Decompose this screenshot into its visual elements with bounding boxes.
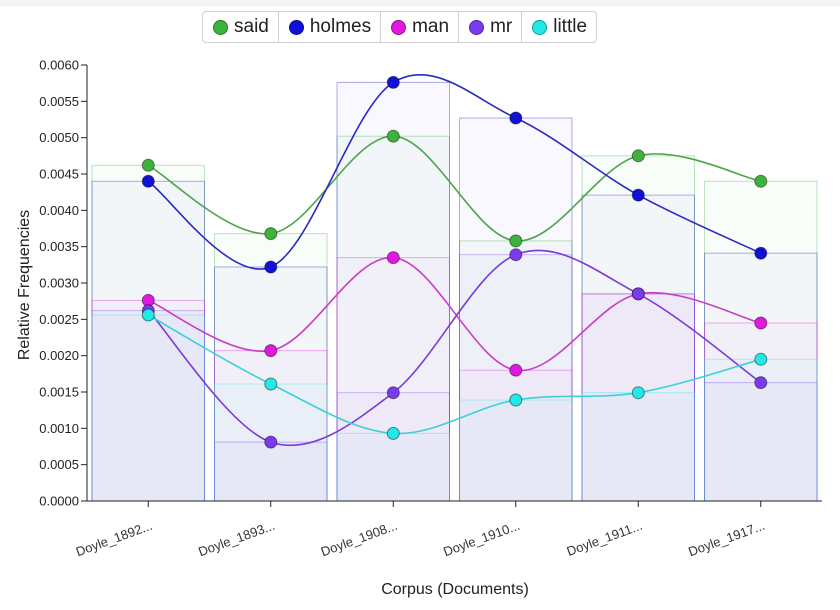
series-line-mr [147, 249, 762, 447]
point-mr-2[interactable] [386, 386, 400, 400]
point-little-4[interactable] [631, 386, 645, 400]
legend-swatch [391, 19, 407, 35]
top-strip [0, 0, 840, 6]
point-mr-4[interactable] [631, 287, 645, 301]
legend-label: holmes [309, 16, 372, 37]
x-tick-label: Doyle_1910... [441, 518, 522, 560]
point-little-3[interactable] [509, 393, 523, 407]
point-man-5[interactable] [754, 316, 768, 330]
point-little-1[interactable] [264, 377, 278, 391]
legend-swatch [469, 19, 485, 35]
point-mr-1[interactable] [264, 435, 278, 449]
point-holmes-4[interactable] [631, 188, 645, 202]
legend-item-said[interactable]: said [203, 12, 279, 42]
y-tick-label: 0.0005 [39, 457, 79, 472]
point-holmes-0[interactable] [141, 174, 155, 188]
series-line-little [147, 314, 762, 435]
point-man-1[interactable] [264, 344, 278, 358]
y-tick-label: 0.0035 [39, 239, 79, 254]
point-man-2[interactable] [386, 251, 400, 265]
point-little-2[interactable] [386, 426, 400, 440]
bar-layer [91, 81, 818, 502]
x-tick-label: Doyle_1917... [686, 518, 767, 560]
point-holmes-1[interactable] [264, 260, 278, 274]
point-man-3[interactable] [509, 363, 523, 377]
y-tick-label: 0.0000 [39, 494, 79, 509]
point-mr-5[interactable] [754, 376, 768, 390]
point-holmes-5[interactable] [754, 246, 768, 260]
legend-item-little[interactable]: little [522, 12, 596, 42]
bar-little-0 [91, 314, 205, 502]
point-said-4[interactable] [631, 149, 645, 163]
point-holmes-2[interactable] [386, 75, 400, 89]
point-mr-3[interactable] [509, 248, 523, 262]
x-tick-label: Doyle_1911... [565, 518, 645, 559]
point-said-3[interactable] [509, 234, 523, 248]
x-tick-label: Doyle_1908... [319, 518, 400, 560]
point-holmes-3[interactable] [509, 111, 523, 125]
point-said-0[interactable] [141, 158, 155, 172]
y-tick-label: 0.0025 [39, 312, 79, 327]
legend-item-holmes[interactable]: holmes [279, 12, 382, 42]
legend-label: said [234, 16, 269, 37]
point-said-5[interactable] [754, 174, 768, 188]
legend-swatch [288, 19, 304, 35]
y-tick-label: 0.0055 [39, 94, 79, 109]
legend-item-mr[interactable]: mr [459, 12, 523, 42]
y-tick-label: 0.0040 [39, 203, 79, 218]
point-said-2[interactable] [386, 129, 400, 143]
bar-little-4 [581, 392, 695, 502]
point-little-5[interactable] [754, 352, 768, 366]
y-tick-label: 0.0060 [39, 58, 79, 73]
point-layer [141, 75, 768, 449]
legend-swatch [213, 19, 228, 35]
y-axis-label: Relative Frequencies [16, 210, 33, 360]
legend-item-man[interactable]: man [381, 12, 460, 42]
y-tick-label: 0.0045 [39, 167, 79, 182]
bar-little-3 [459, 399, 573, 502]
y-tick-label: 0.0020 [39, 348, 79, 363]
y-tick-label: 0.0030 [39, 276, 79, 291]
x-tick-label: Doyle_1892... [74, 518, 155, 560]
y-tick-label: 0.0015 [39, 385, 79, 400]
bar-little-2 [336, 432, 450, 502]
y-tick-label: 0.0010 [39, 421, 79, 436]
point-said-1[interactable] [264, 227, 278, 241]
x-axis-label: Corpus (Documents) [381, 581, 529, 598]
chart-legend: said holmes man mr little [202, 11, 598, 43]
legend-label: mr [490, 16, 513, 37]
legend-label: little [553, 16, 588, 37]
legend-swatch [532, 19, 548, 35]
x-tick-label: Doyle_1893... [196, 518, 277, 560]
legend-label: man [412, 16, 450, 37]
y-tick-label: 0.0050 [39, 130, 79, 145]
point-little-0[interactable] [141, 308, 155, 322]
